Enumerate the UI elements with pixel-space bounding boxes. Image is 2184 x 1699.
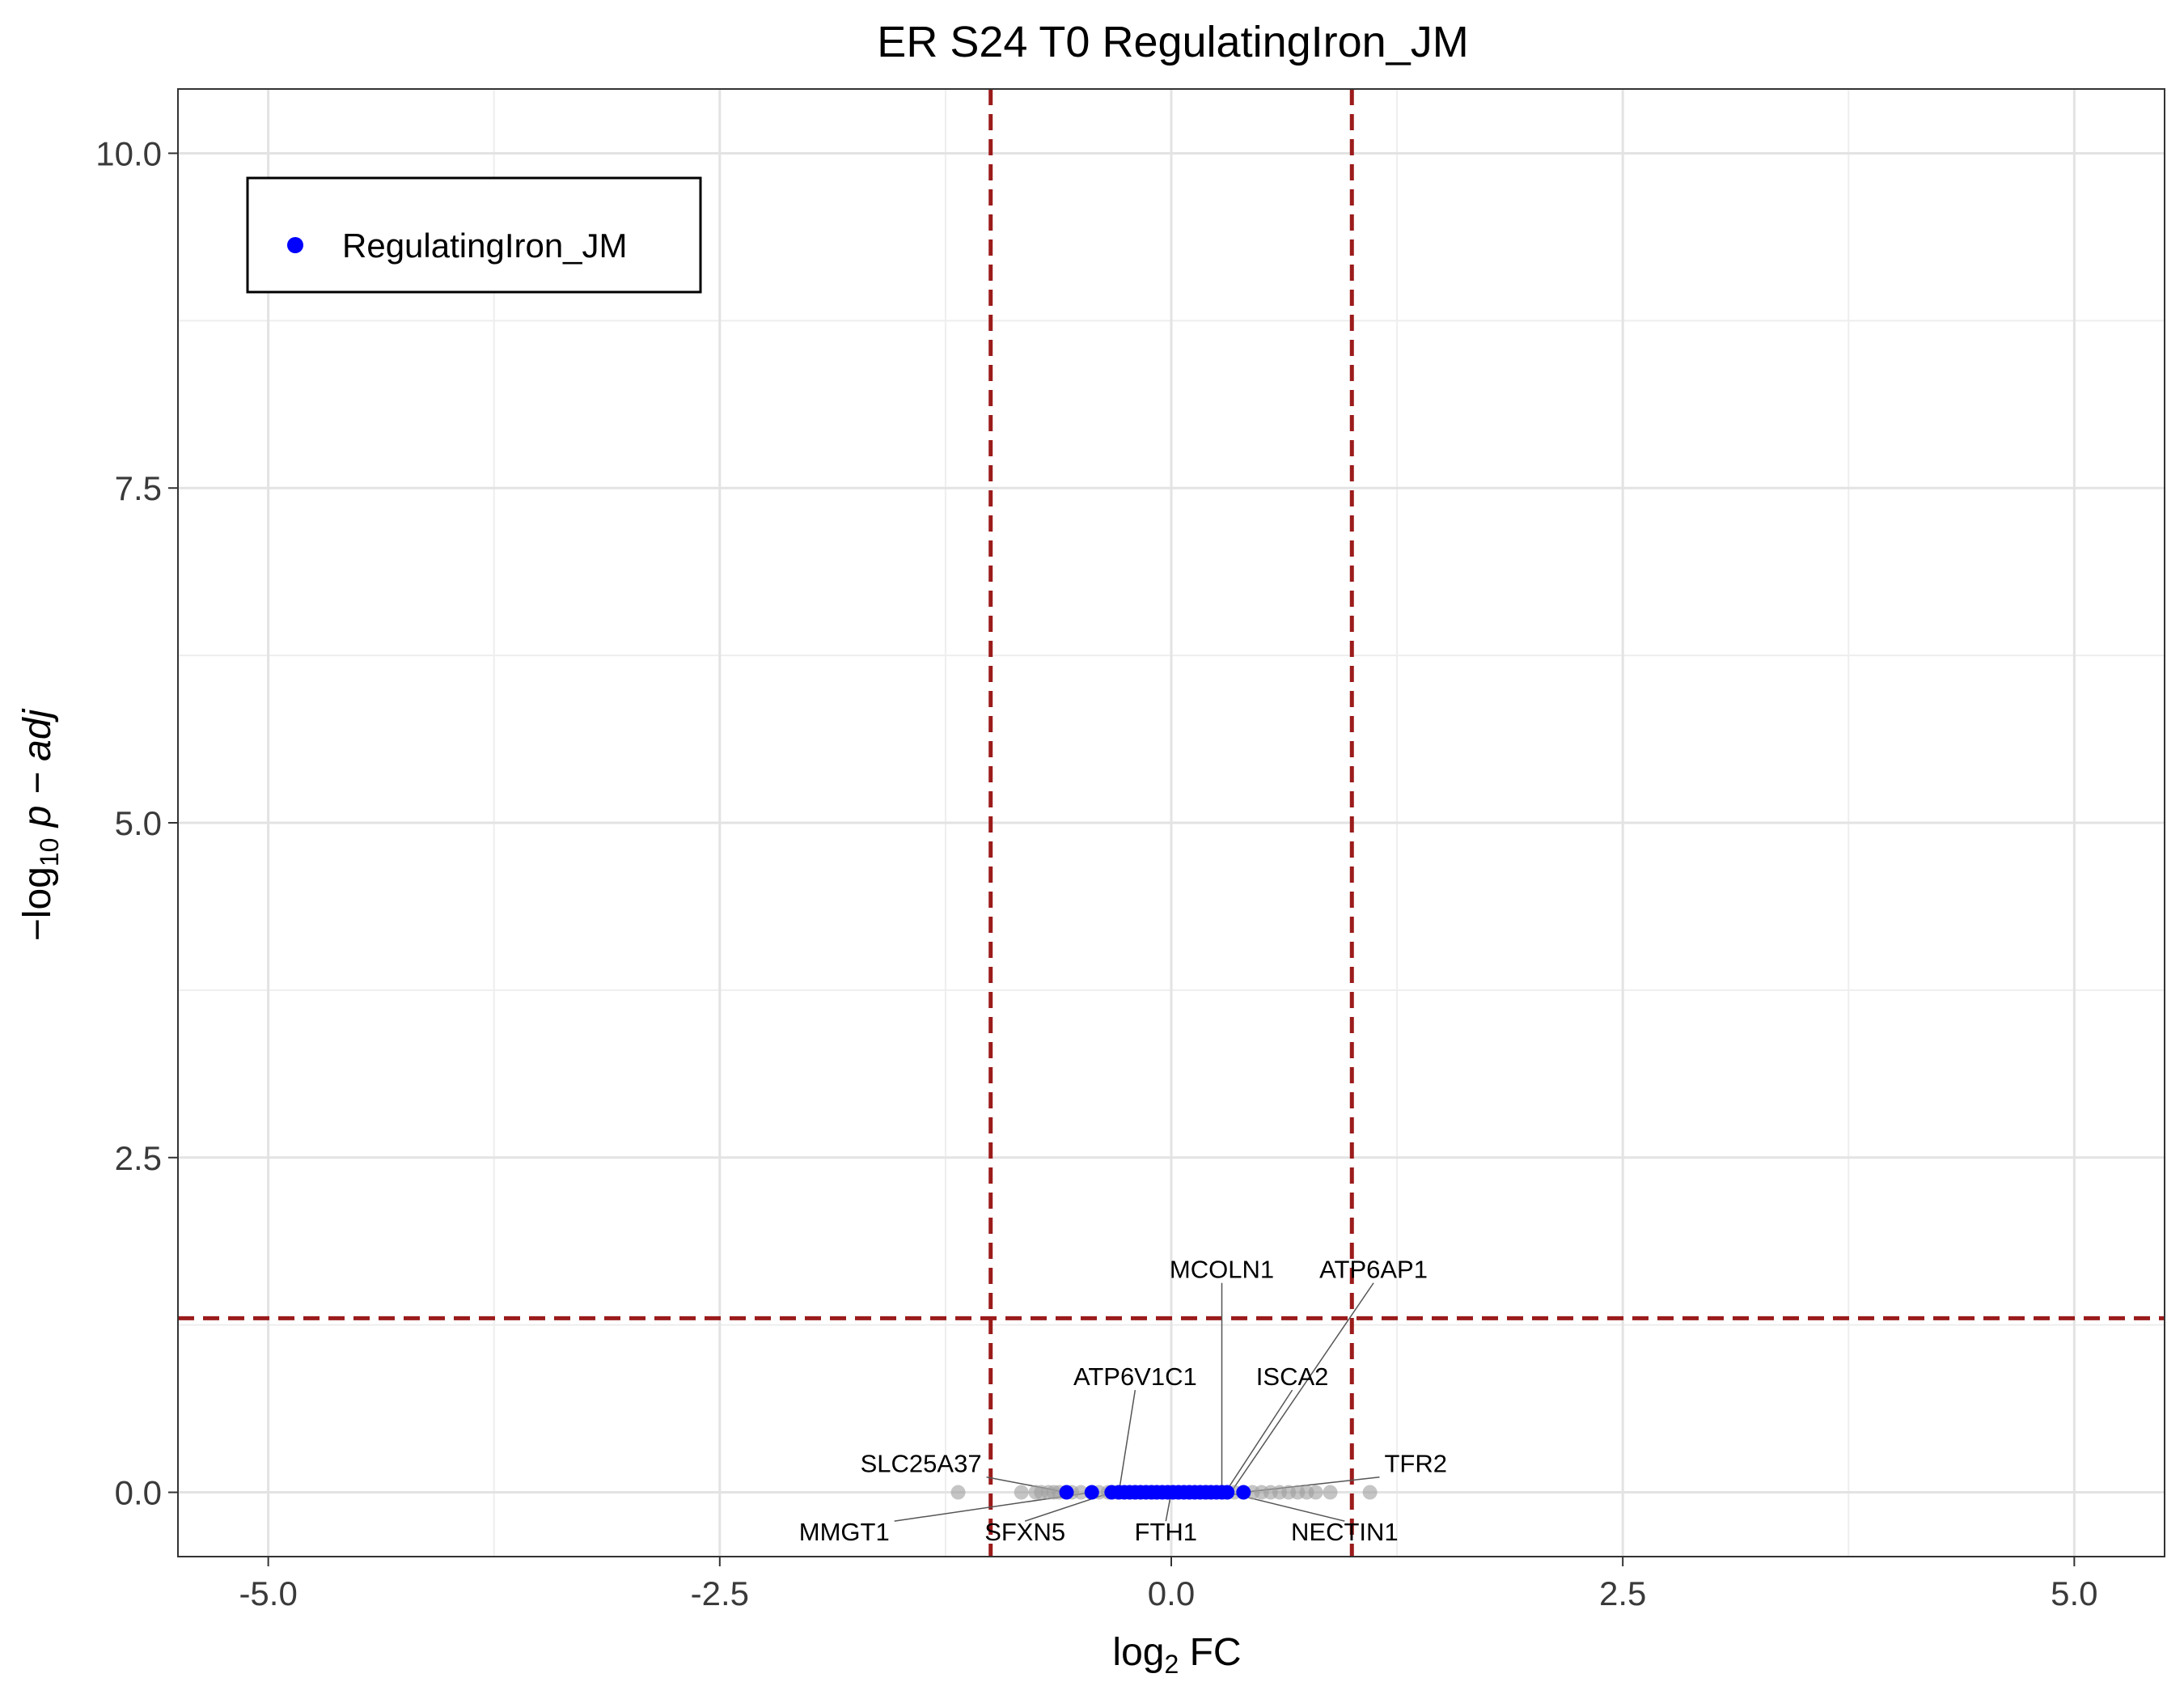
x-tick-label: -5.0 — [239, 1574, 297, 1612]
background-point — [1014, 1485, 1029, 1500]
label-connector — [1225, 1389, 1293, 1493]
x-axis-title-subscript: 2 — [1164, 1650, 1179, 1679]
highlight-point — [1059, 1485, 1074, 1500]
y-axis-title: −log10 p − adj — [16, 708, 64, 941]
gene-label: TFR2 — [1384, 1450, 1447, 1478]
gene-label: MCOLN1 — [1170, 1256, 1274, 1284]
gene-label: ATP6AP1 — [1319, 1256, 1428, 1284]
highlight-point — [1236, 1485, 1251, 1500]
chart-title: ER S24 T0 RegulatingIron_JM — [877, 18, 1468, 66]
x-tick-label: 2.5 — [1599, 1574, 1646, 1612]
background-point — [1362, 1485, 1378, 1500]
gene-label: SLC25A37 — [861, 1450, 982, 1478]
gene-labels: SLC25A37 ATP6V1C1 MCOLN1 ATP6AP1 ISCA2 TFR2 MM… — [799, 1256, 1447, 1546]
gene-label: ISCA2 — [1256, 1362, 1329, 1391]
x-axis-title-prefix: log — [1112, 1631, 1164, 1674]
y-axis-title-prefix: −log — [16, 866, 59, 941]
legend-box — [246, 176, 702, 294]
y-tick-label: 10.0 — [95, 134, 162, 172]
x-tick-label: -2.5 — [691, 1574, 749, 1612]
highlight-point — [1084, 1485, 1099, 1500]
gene-label: NECTIN1 — [1291, 1518, 1399, 1546]
gene-label: FTH1 — [1135, 1518, 1198, 1546]
gene-label: SFXN5 — [984, 1518, 1065, 1546]
x-axis-title-suffix: FC — [1179, 1631, 1241, 1674]
plot-panel: SLC25A37 ATP6V1C1 MCOLN1 ATP6AP1 ISCA2 TFR2 MM… — [177, 88, 2165, 1557]
y-tick-label: 2.5 — [115, 1139, 162, 1177]
x-axis-ticks: -5.0 -2.5 0.0 2.5 5.0 — [239, 1557, 2098, 1612]
y-axis-title-subscript: 10 — [35, 838, 64, 867]
x-axis-title: log2 FC — [1112, 1631, 1241, 1679]
y-tick-label: 0.0 — [115, 1474, 162, 1512]
background-point — [1308, 1485, 1323, 1500]
label-connector — [1230, 1282, 1374, 1493]
legend-label: RegulatingIron_JM — [342, 227, 628, 265]
background-point — [950, 1485, 966, 1500]
gene-label: ATP6V1C1 — [1073, 1362, 1197, 1391]
y-axis-title-suffix: p − adj — [16, 708, 59, 837]
data-points — [950, 1485, 1378, 1500]
gene-label: MMGT1 — [799, 1518, 890, 1546]
background-point — [1073, 1485, 1089, 1500]
x-tick-label: 5.0 — [2051, 1574, 2097, 1612]
y-tick-label: 7.5 — [115, 469, 162, 507]
threshold-lines — [178, 89, 2165, 1557]
y-axis-ticks: 0.0 2.5 5.0 7.5 10.0 — [95, 134, 178, 1512]
y-tick-label: 5.0 — [115, 804, 162, 842]
legend: RegulatingIron_JM — [246, 176, 702, 294]
x-tick-label: 0.0 — [1148, 1574, 1195, 1612]
label-connector — [1118, 1390, 1136, 1493]
legend-swatch — [287, 237, 303, 253]
background-point — [1323, 1485, 1338, 1500]
highlight-point — [1220, 1485, 1235, 1500]
